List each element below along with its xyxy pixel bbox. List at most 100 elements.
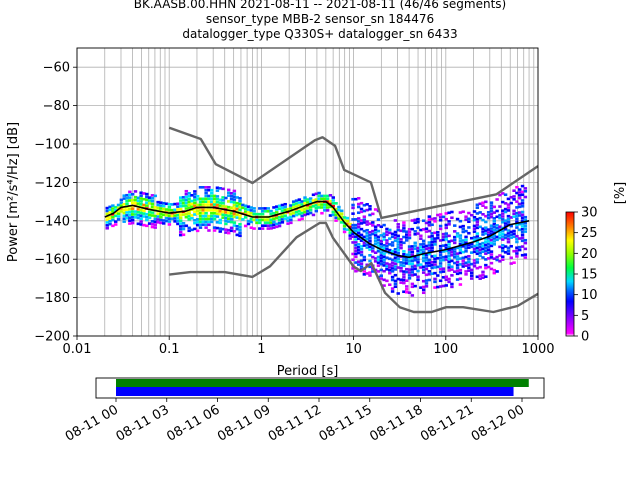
density-cell bbox=[342, 219, 347, 222]
density-cell bbox=[145, 215, 149, 219]
density-cell bbox=[331, 202, 335, 205]
density-cell bbox=[447, 269, 451, 272]
density-cell bbox=[486, 236, 491, 240]
density-cell bbox=[438, 267, 443, 271]
density-cell bbox=[229, 220, 234, 224]
density-cell bbox=[393, 259, 398, 263]
density-cell bbox=[207, 194, 211, 198]
density-cell bbox=[354, 238, 358, 241]
density-cell bbox=[204, 197, 208, 201]
density-cell bbox=[187, 192, 191, 195]
density-cell bbox=[393, 282, 398, 286]
density-cell bbox=[136, 222, 141, 226]
density-cell bbox=[142, 209, 146, 213]
density-cell bbox=[289, 204, 293, 207]
density-cell bbox=[145, 224, 149, 228]
density-cell bbox=[458, 263, 463, 266]
density-cell bbox=[455, 252, 460, 255]
density-cell bbox=[334, 202, 338, 205]
density-cell bbox=[467, 254, 471, 258]
density-cell bbox=[136, 196, 141, 200]
density-cell bbox=[153, 206, 157, 209]
density-cell bbox=[444, 223, 448, 227]
density-cell bbox=[509, 196, 513, 199]
density-cell bbox=[243, 216, 248, 219]
density-cell bbox=[464, 218, 468, 221]
density-cell bbox=[489, 238, 494, 242]
density-cell bbox=[122, 194, 126, 197]
density-cell bbox=[419, 266, 423, 269]
density-cell bbox=[385, 233, 389, 237]
density-cell bbox=[371, 232, 375, 236]
density-cell bbox=[486, 216, 491, 220]
density-cell bbox=[475, 203, 480, 207]
density-cell bbox=[484, 226, 488, 230]
density-cell bbox=[238, 234, 242, 238]
density-cell bbox=[520, 225, 525, 228]
density-cell bbox=[512, 249, 516, 253]
density-cell bbox=[368, 233, 372, 237]
density-cell bbox=[130, 221, 135, 225]
density-cell bbox=[359, 239, 364, 242]
density-cell bbox=[303, 196, 307, 199]
density-cell bbox=[243, 204, 248, 208]
density-cell bbox=[444, 255, 448, 258]
density-cell bbox=[252, 209, 256, 213]
density-cell bbox=[419, 286, 423, 289]
density-cell bbox=[232, 204, 237, 207]
density-cell bbox=[455, 269, 460, 273]
density-cell bbox=[162, 207, 166, 211]
density-cell bbox=[393, 247, 398, 251]
density-cell bbox=[469, 251, 474, 254]
density-cell bbox=[373, 228, 378, 231]
density-cell bbox=[371, 247, 375, 250]
density-cell bbox=[506, 220, 511, 224]
density-cell bbox=[396, 240, 400, 243]
density-cell bbox=[356, 228, 361, 232]
density-cell bbox=[356, 220, 361, 223]
density-cell bbox=[515, 217, 519, 221]
density-cell bbox=[108, 211, 112, 214]
y-tick-label: −120 bbox=[34, 176, 70, 191]
density-cell bbox=[512, 261, 516, 265]
density-cell bbox=[201, 220, 206, 224]
density-cell bbox=[371, 221, 375, 224]
density-cell bbox=[371, 212, 375, 216]
density-cell bbox=[359, 265, 364, 268]
used-segments-bar bbox=[116, 387, 514, 396]
density-cell bbox=[455, 246, 460, 250]
density-cell bbox=[467, 269, 471, 272]
density-cell bbox=[210, 217, 214, 221]
density-cell bbox=[458, 277, 463, 281]
density-cell bbox=[198, 223, 203, 227]
density-cell bbox=[201, 209, 206, 212]
density-cell bbox=[506, 229, 511, 232]
density-cell bbox=[170, 217, 174, 221]
density-cell bbox=[128, 210, 132, 214]
density-cell bbox=[421, 279, 426, 283]
density-cell bbox=[421, 265, 426, 269]
density-cell bbox=[399, 238, 403, 241]
density-cell bbox=[289, 221, 293, 225]
density-cell bbox=[178, 213, 183, 217]
density-cell bbox=[515, 191, 519, 195]
density-cell bbox=[404, 259, 409, 262]
density-cell bbox=[407, 256, 412, 260]
density-cell bbox=[125, 193, 129, 197]
density-cell bbox=[447, 234, 451, 238]
density-cell bbox=[167, 205, 172, 209]
density-cell bbox=[430, 240, 434, 244]
density-cell bbox=[249, 206, 254, 209]
density-cell bbox=[232, 195, 237, 199]
colorbar-label: [%] bbox=[613, 182, 628, 205]
density-cell bbox=[506, 249, 511, 253]
density-cell bbox=[515, 211, 519, 215]
density-cell bbox=[133, 210, 138, 213]
x-tick-label: 0.1 bbox=[159, 342, 180, 357]
density-cell bbox=[413, 267, 417, 271]
density-cell bbox=[337, 205, 341, 209]
density-cell bbox=[492, 217, 497, 220]
density-cell bbox=[515, 255, 519, 258]
density-cell bbox=[413, 230, 417, 233]
density-cell bbox=[221, 227, 225, 231]
